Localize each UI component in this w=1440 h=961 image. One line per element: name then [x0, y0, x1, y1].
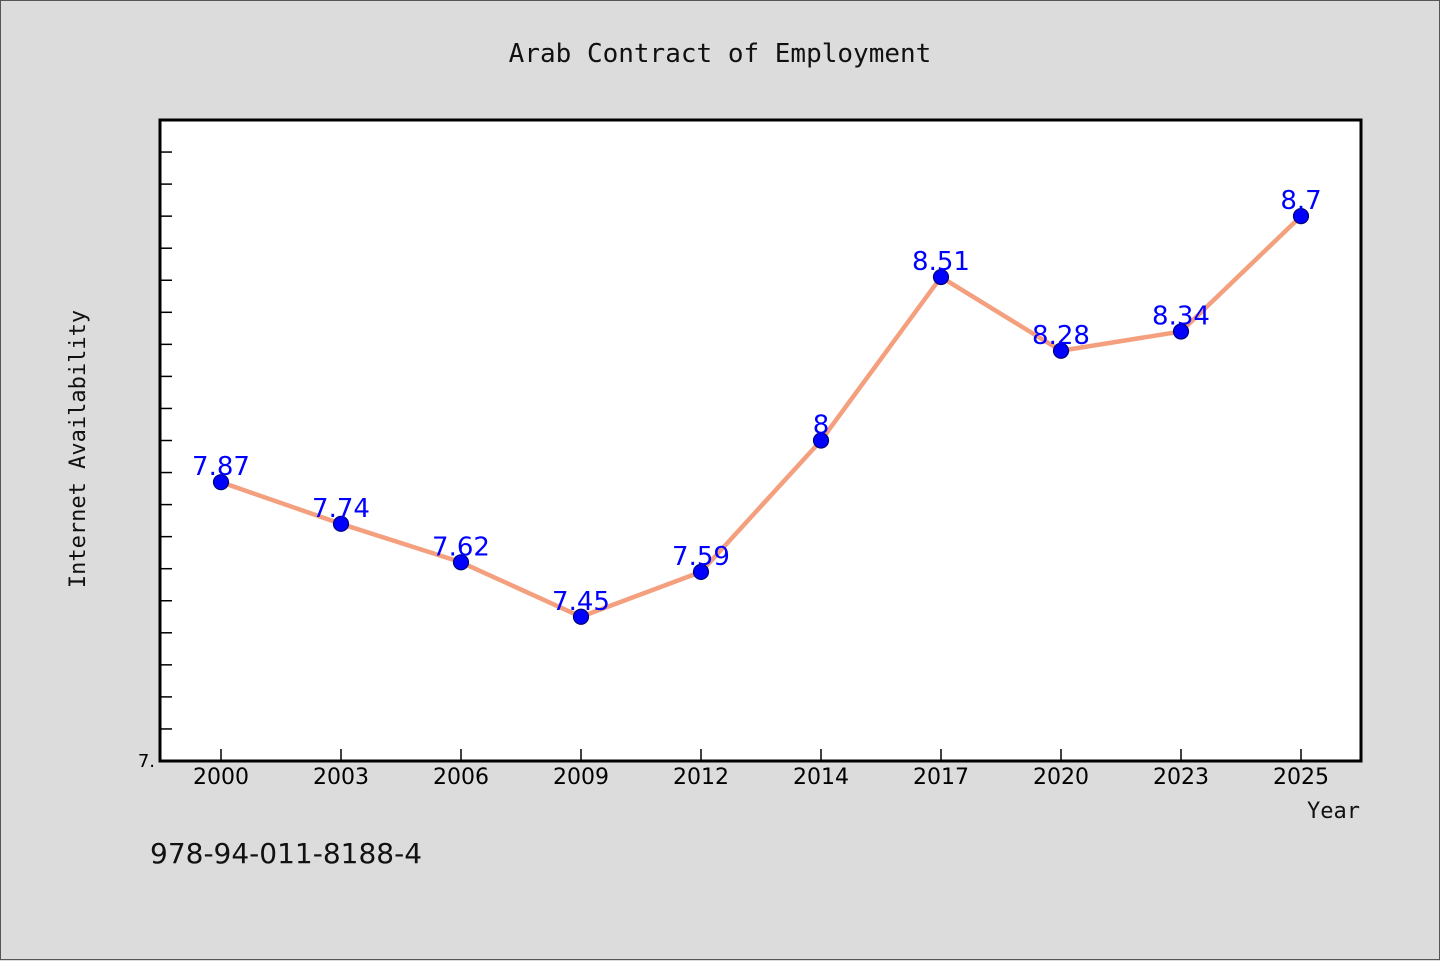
data-label: 7.62 — [432, 532, 490, 562]
x-tick-label: 2023 — [1153, 765, 1209, 790]
x-tick-label: 2003 — [313, 765, 369, 790]
x-tick-label: 2025 — [1273, 765, 1329, 790]
x-tick-label: 2020 — [1033, 765, 1089, 790]
data-point — [692, 563, 710, 581]
chart-title: Arab Contract of Employment — [509, 39, 932, 69]
x-tick-label: 2012 — [673, 765, 729, 790]
data-point — [452, 554, 470, 571]
y-axis-ticks — [160, 151, 172, 762]
x-tick-label: 2009 — [553, 765, 609, 790]
data-point — [212, 474, 230, 491]
data-label: 8.51 — [912, 247, 970, 277]
plot-area — [158, 118, 1363, 763]
footnote-isbn: 978-94-011-8188-4 — [150, 837, 422, 870]
data-point — [1052, 342, 1070, 359]
data-point — [812, 432, 830, 449]
x-axis-ticks: 2000 2003 2006 2009 2012 2014 2017 2020 2023 2025 — [193, 749, 1329, 790]
data-point — [332, 515, 350, 532]
data-label: 8.28 — [1032, 321, 1090, 351]
series-group — [212, 208, 1310, 625]
y-axis-label: Internet Availability — [66, 310, 91, 588]
x-axis-label: Year — [1307, 799, 1360, 824]
x-tick-label: 2000 — [193, 765, 249, 790]
data-label: 8.7 — [1280, 186, 1321, 216]
y-tick-label: 7. — [138, 751, 155, 772]
x-tick-label: 2014 — [793, 765, 849, 790]
data-label: 8.34 — [1152, 302, 1210, 332]
x-tick-label: 2017 — [913, 765, 969, 790]
data-label: 7.59 — [672, 542, 730, 572]
data-label: 8 — [813, 411, 830, 441]
series-line — [218, 213, 1304, 620]
data-label: 7.74 — [312, 494, 370, 524]
data-point — [572, 608, 590, 625]
data-point — [1292, 208, 1310, 225]
data-point — [1172, 323, 1190, 340]
data-label: 7.45 — [552, 587, 610, 617]
data-point — [932, 268, 950, 286]
x-tick-label: 2006 — [433, 765, 489, 790]
data-label: 7.87 — [192, 452, 250, 482]
data-labels: 7.87 7.74 7.62 7.45 7.59 8 8.51 8.28 8.34 8.7 — [192, 186, 1322, 617]
